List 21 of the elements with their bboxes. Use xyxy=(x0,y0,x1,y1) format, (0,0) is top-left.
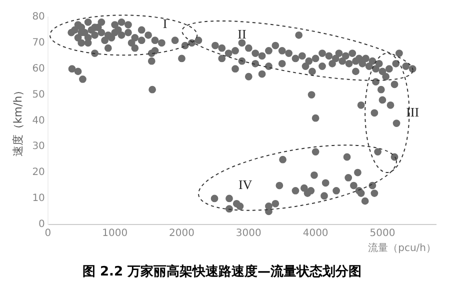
x-axis-title: 流量（pcu/h） xyxy=(368,242,436,254)
y-tick-label: 40 xyxy=(32,115,45,126)
y-tick-label: 50 xyxy=(32,89,45,100)
y-tick-label: 60 xyxy=(32,63,45,74)
y-tick-label: 80 xyxy=(32,12,45,23)
x-tick-label: 4000 xyxy=(302,228,328,239)
x-tick-label: 2000 xyxy=(169,228,194,239)
y-tick-label: 10 xyxy=(32,193,45,204)
annotation: III xyxy=(406,104,420,120)
x-tick-label: 5000 xyxy=(370,228,396,239)
y-tick-label: 20 xyxy=(32,167,45,178)
y-axis-title: 速度（km/h） xyxy=(11,84,24,157)
annotation: II xyxy=(238,26,246,42)
y-tick-label: 70 xyxy=(32,38,45,49)
text: 图 2.2 万家丽高架快速路速度—流量状态划分图 xyxy=(82,264,362,280)
x-tick-label: 3000 xyxy=(236,228,262,239)
y-tick-label: 0 xyxy=(38,218,45,230)
annotation: IV xyxy=(238,176,253,192)
x-tick-label: 1000 xyxy=(102,228,128,239)
annotation: I xyxy=(162,16,168,32)
y-tick-label: 30 xyxy=(32,141,45,152)
